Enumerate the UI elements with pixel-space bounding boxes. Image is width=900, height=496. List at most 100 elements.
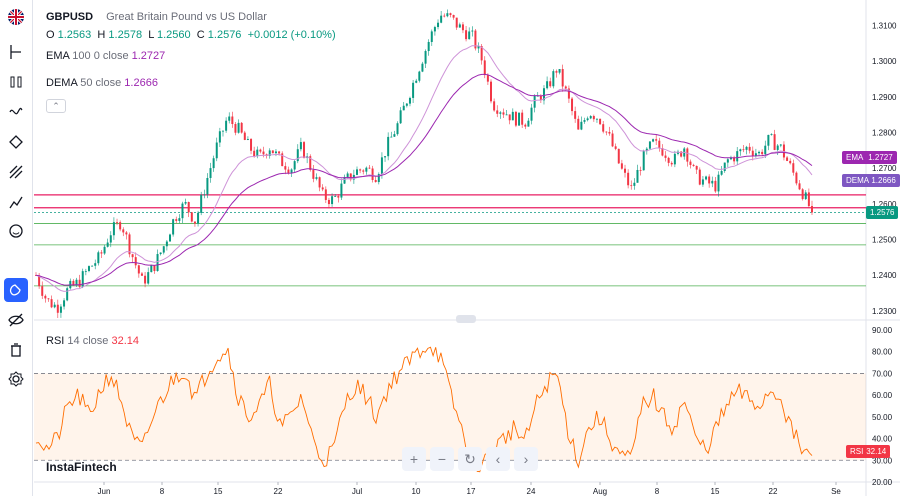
candle-body [754,153,757,156]
candle-body [365,167,368,172]
dema-legend[interactable]: DEMA 50 close 1.2666 [46,77,158,89]
zoom-in-icon[interactable]: + [402,447,426,471]
close-value: 1.2576 [207,29,242,41]
candle-body [405,103,408,106]
candle-body [193,221,196,224]
candle-body [150,265,153,273]
candle-body [75,279,78,286]
candle-body [524,124,527,127]
price-axis-label: 1.2800 [872,128,897,137]
candle-body [571,98,574,112]
candle-body [443,15,446,17]
rsi-price-tag: RSI 32.14 [846,445,891,458]
candle-body [624,168,627,173]
zoom-out-icon[interactable]: − [430,447,454,471]
candle-body [736,151,739,162]
price-axis-label: 1.2900 [872,93,897,102]
brush-icon[interactable] [4,160,28,184]
price-axis-label: 1.2300 [872,307,897,316]
candle-body [234,124,237,133]
eye-icon[interactable] [4,308,28,332]
pattern-icon[interactable] [4,190,28,214]
candle-body [564,86,567,89]
candle-body [617,148,620,164]
candle-body [446,13,449,17]
candle-body [811,206,813,213]
candle-body [542,88,545,101]
candle-body [184,202,187,204]
candle-body [493,101,496,111]
trend-line-icon[interactable] [4,70,28,94]
candle-body [776,145,779,150]
pane-splitter[interactable] [456,315,476,323]
candle-body [636,169,639,183]
symbol-name[interactable]: GBPUSD [46,11,94,23]
ema-legend[interactable]: EMA 100 0 close 1.2727 [46,50,165,62]
candlestick-series [35,9,813,318]
candle-body [533,95,536,108]
candle-body [605,131,608,133]
candle-body [577,118,580,130]
candle-body [673,153,676,165]
pitchfork-icon[interactable] [4,100,28,124]
rsi-legend[interactable]: RSI 14 close 32.14 [46,335,139,347]
candle-body [595,118,598,120]
candle-body [427,41,430,52]
candle-body [109,235,112,243]
candle-body [274,151,277,154]
price-axis-label: 1.3100 [872,21,897,30]
candle-body [767,134,770,146]
candle-body [156,254,159,272]
candle-body [527,120,530,127]
reset-icon[interactable]: ↻ [458,447,482,471]
time-axis-label: 24 [527,487,536,496]
candle-body [761,151,764,155]
candle-body [408,97,411,104]
candle-body [648,141,651,149]
time-axis-label: 15 [214,487,223,496]
candle-body [315,177,318,179]
candle-body [717,174,720,192]
candle-body [134,257,137,266]
candle-body [608,131,611,134]
candle-body [729,157,732,160]
candle-body [611,133,614,147]
candle-body [172,219,175,235]
candle-body [561,69,564,87]
collapse-legend-button[interactable]: ⌃ [46,99,66,113]
candle-body [221,130,224,132]
low-value: 1.2560 [156,29,191,41]
ema-price-tag: EMA 1.2727 [842,151,897,164]
scroll-left-icon[interactable]: ‹ [486,447,510,471]
candle-body [59,306,62,313]
crosshair-icon[interactable] [4,40,28,64]
candle-body [751,150,754,156]
candle-body [140,273,143,276]
candle-body [218,131,221,143]
candle-body [125,232,128,235]
scroll-right-icon[interactable]: › [514,447,538,471]
candle-body [415,80,418,83]
candle-body [468,31,471,40]
candle-body [41,286,44,296]
trash-icon[interactable] [4,338,28,362]
candle-body [212,158,215,169]
emoji-icon[interactable] [4,219,28,243]
settings-icon[interactable] [4,367,28,391]
rsi-axis-label: 20.00 [872,478,893,487]
candle-body [324,189,327,200]
candle-body [374,179,377,183]
candle-body [137,265,140,274]
candle-body [508,114,511,121]
candle-body [714,180,717,192]
time-axis-label: Jul [352,487,362,496]
fib-icon[interactable] [4,130,28,154]
time-axis-label: 10 [412,487,421,496]
candle-body [421,63,424,72]
magnet-icon[interactable] [4,278,28,302]
candle-body [539,95,542,101]
candle-body [331,196,334,205]
rsi-axis-label: 70.00 [872,369,893,378]
candle-body [81,271,84,287]
